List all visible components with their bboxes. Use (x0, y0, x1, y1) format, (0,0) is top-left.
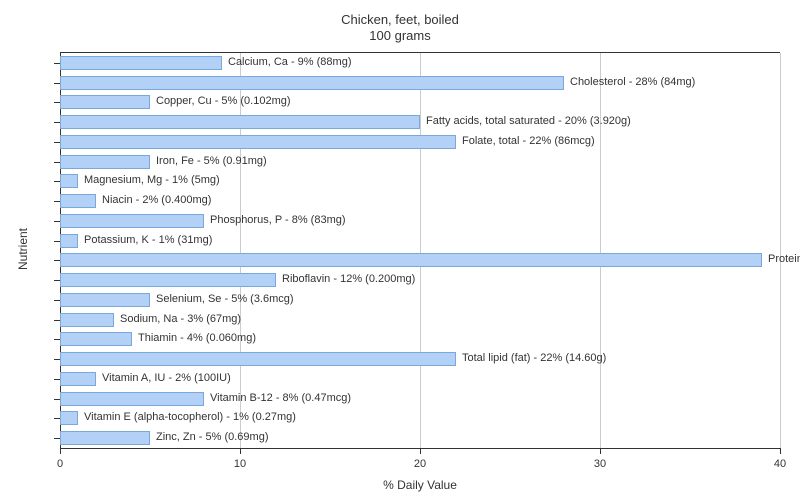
bar (60, 253, 762, 267)
gridline (600, 53, 601, 448)
x-tick (60, 448, 61, 454)
bar-label: Phosphorus, P - 8% (83mg) (210, 214, 346, 226)
bar-label: Thiamin - 4% (0.060mg) (138, 332, 256, 344)
x-tick-label: 0 (57, 458, 63, 470)
y-axis-title: Nutrient (16, 228, 30, 270)
x-tick-label: 40 (774, 458, 786, 470)
bar (60, 174, 78, 188)
bar-label: Selenium, Se - 5% (3.6mcg) (156, 293, 294, 305)
bar-label: Vitamin B-12 - 8% (0.47mcg) (210, 392, 351, 404)
bar (60, 332, 132, 346)
bar-label: Iron, Fe - 5% (0.91mg) (156, 155, 267, 167)
gridline (780, 53, 781, 448)
bar-label: Vitamin A, IU - 2% (100IU) (102, 372, 231, 384)
bar (60, 273, 276, 287)
x-tick (420, 448, 421, 454)
bar (60, 76, 564, 90)
bar-label: Fatty acids, total saturated - 20% (3.92… (426, 115, 631, 127)
chart-title-line1: Chicken, feet, boiled (0, 12, 800, 27)
bar (60, 293, 150, 307)
chart-title-line2: 100 grams (0, 28, 800, 43)
bar (60, 56, 222, 70)
bar (60, 194, 96, 208)
bar-label: Magnesium, Mg - 1% (5mg) (84, 174, 220, 186)
bar (60, 214, 204, 228)
bar (60, 392, 204, 406)
gridline (240, 53, 241, 448)
bar-label: Sodium, Na - 3% (67mg) (120, 313, 241, 325)
bar (60, 372, 96, 386)
x-tick (600, 448, 601, 454)
x-tick (240, 448, 241, 454)
bar-label: Calcium, Ca - 9% (88mg) (228, 56, 351, 68)
plot-area: 010203040Calcium, Ca - 9% (88mg)Choleste… (60, 52, 780, 449)
bar-label: Folate, total - 22% (86mcg) (462, 135, 595, 147)
bar (60, 135, 456, 149)
bar (60, 411, 78, 425)
chart-container: Chicken, feet, boiled 100 grams Nutrient… (0, 0, 800, 500)
bar-label: Riboflavin - 12% (0.200mg) (282, 273, 415, 285)
x-tick-label: 30 (594, 458, 606, 470)
x-axis-title: % Daily Value (60, 478, 780, 492)
bar (60, 234, 78, 248)
bar-label: Total lipid (fat) - 22% (14.60g) (462, 352, 606, 364)
bar-label: Protein - 39% (19.40g) (768, 253, 800, 265)
x-tick-label: 10 (234, 458, 246, 470)
bar-label: Niacin - 2% (0.400mg) (102, 194, 211, 206)
bar-label: Copper, Cu - 5% (0.102mg) (156, 95, 291, 107)
gridline (420, 53, 421, 448)
bar-label: Potassium, K - 1% (31mg) (84, 234, 212, 246)
bar (60, 95, 150, 109)
bar (60, 431, 150, 445)
bar-label: Zinc, Zn - 5% (0.69mg) (156, 431, 268, 443)
bar (60, 155, 150, 169)
x-tick-label: 20 (414, 458, 426, 470)
y-axis-line (60, 53, 61, 448)
bar (60, 352, 456, 366)
bar (60, 313, 114, 327)
x-tick (780, 448, 781, 454)
bar (60, 115, 420, 129)
bar-label: Cholesterol - 28% (84mg) (570, 76, 695, 88)
bar-label: Vitamin E (alpha-tocopherol) - 1% (0.27m… (84, 411, 296, 423)
